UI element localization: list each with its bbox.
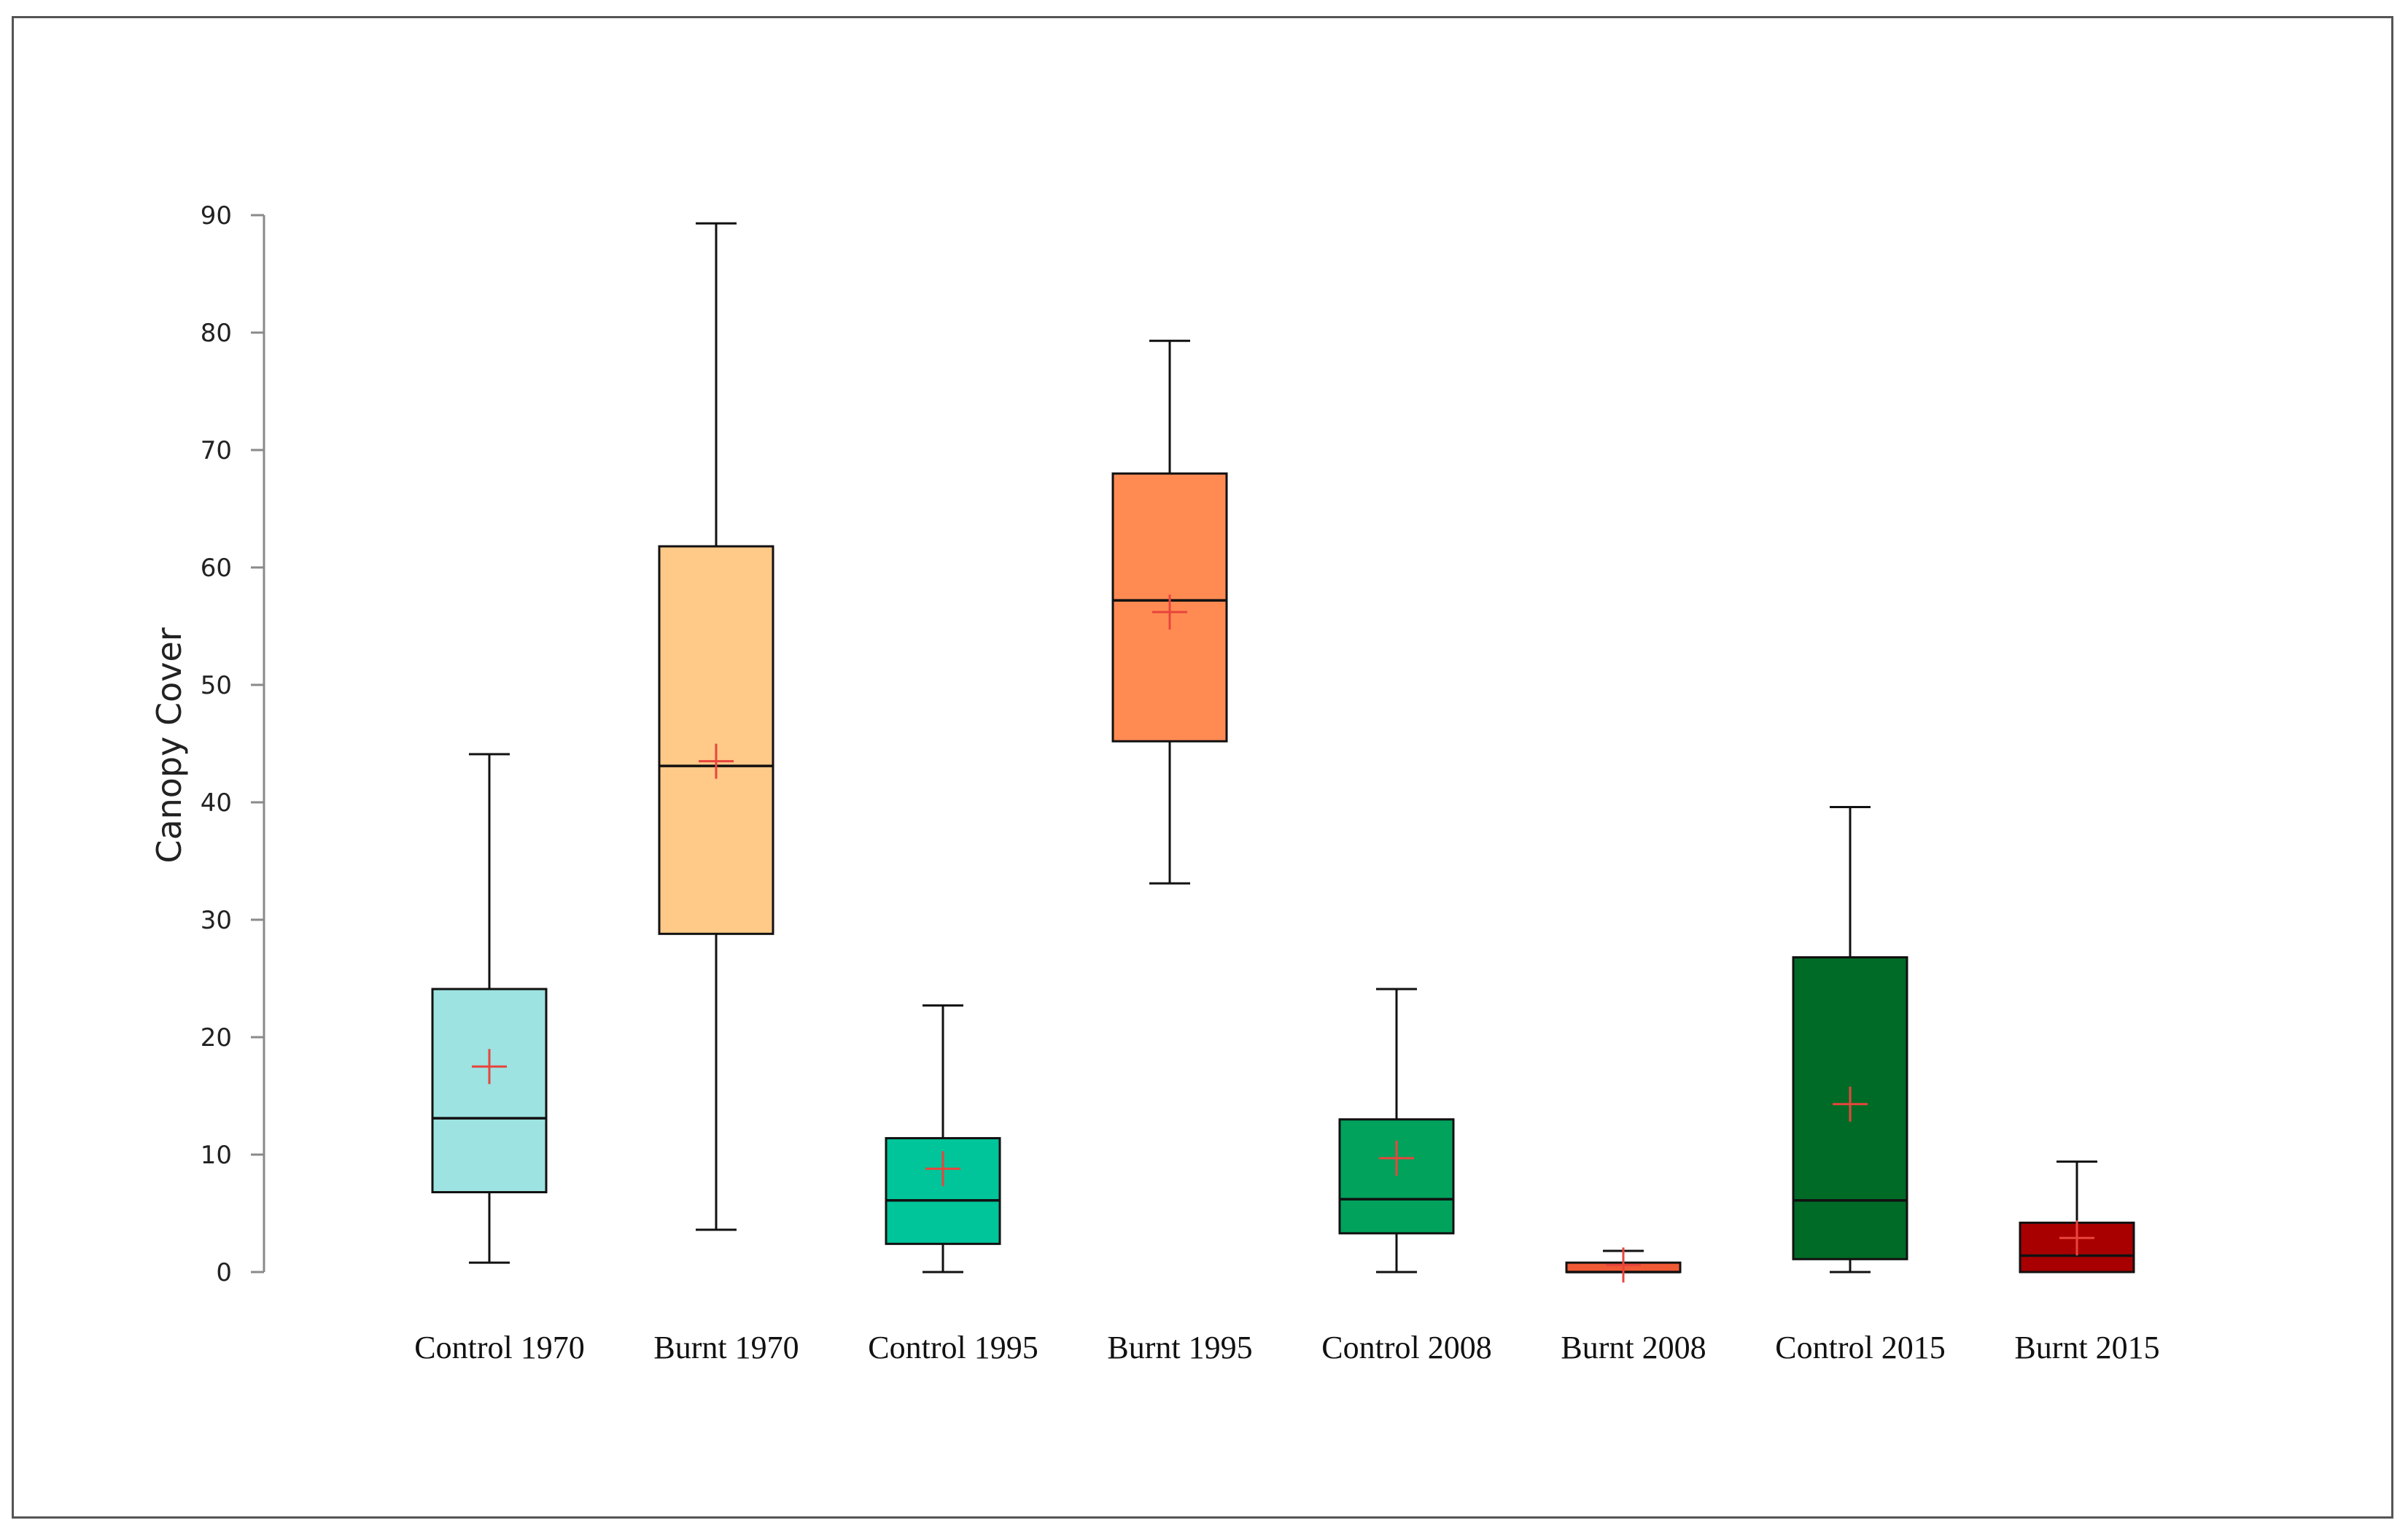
y-tick-label-40: 40 — [201, 788, 232, 818]
category-label-6: Control 2015 — [1775, 1330, 1945, 1365]
box-burnt-2008 — [1565, 1247, 1682, 1283]
category-label-5: Burnt 2008 — [1561, 1330, 1706, 1365]
y-tick-label-0: 0 — [216, 1258, 232, 1287]
y-axis: 0 10 20 30 40 50 60 70 80 90 — [201, 201, 265, 1287]
boxes — [431, 222, 2135, 1283]
chart-frame — [12, 16, 2393, 1519]
category-label-1: Burnt 1970 — [653, 1330, 799, 1365]
y-tick-label-90: 90 — [201, 201, 232, 230]
box-burnt-1995 — [1111, 339, 1228, 885]
y-tick-label-10: 10 — [201, 1141, 232, 1170]
y-tick-label-70: 70 — [201, 436, 232, 465]
category-label-7: Burnt 2015 — [2014, 1330, 2159, 1365]
iqr-box — [1338, 1118, 1455, 1235]
iqr-box — [658, 545, 774, 935]
box-control-2015 — [1792, 805, 1908, 1274]
y-tick-label-80: 80 — [201, 319, 232, 348]
category-label-3: Burnt 1995 — [1107, 1330, 1252, 1365]
y-tick-label-60: 60 — [201, 554, 232, 583]
y-axis-title: Canopy Cover — [149, 627, 189, 863]
iqr-box — [431, 988, 548, 1194]
category-label-2: Control 1995 — [868, 1330, 1038, 1365]
box-burnt-2015 — [2019, 1160, 2135, 1274]
box-control-2008 — [1338, 988, 1455, 1274]
y-tick-label-20: 20 — [201, 1023, 232, 1053]
box-control-1970 — [431, 753, 548, 1264]
y-tick-label-50: 50 — [201, 671, 232, 700]
category-label-0: Control 1970 — [414, 1330, 584, 1365]
y-tick-label-30: 30 — [201, 906, 232, 935]
category-labels: Control 1970 Burnt 1970 Control 1995 Burnt … — [414, 1330, 2159, 1365]
box-control-1995 — [885, 1004, 1001, 1274]
category-label-4: Control 2008 — [1321, 1330, 1491, 1365]
box-burnt-1970 — [658, 222, 774, 1231]
